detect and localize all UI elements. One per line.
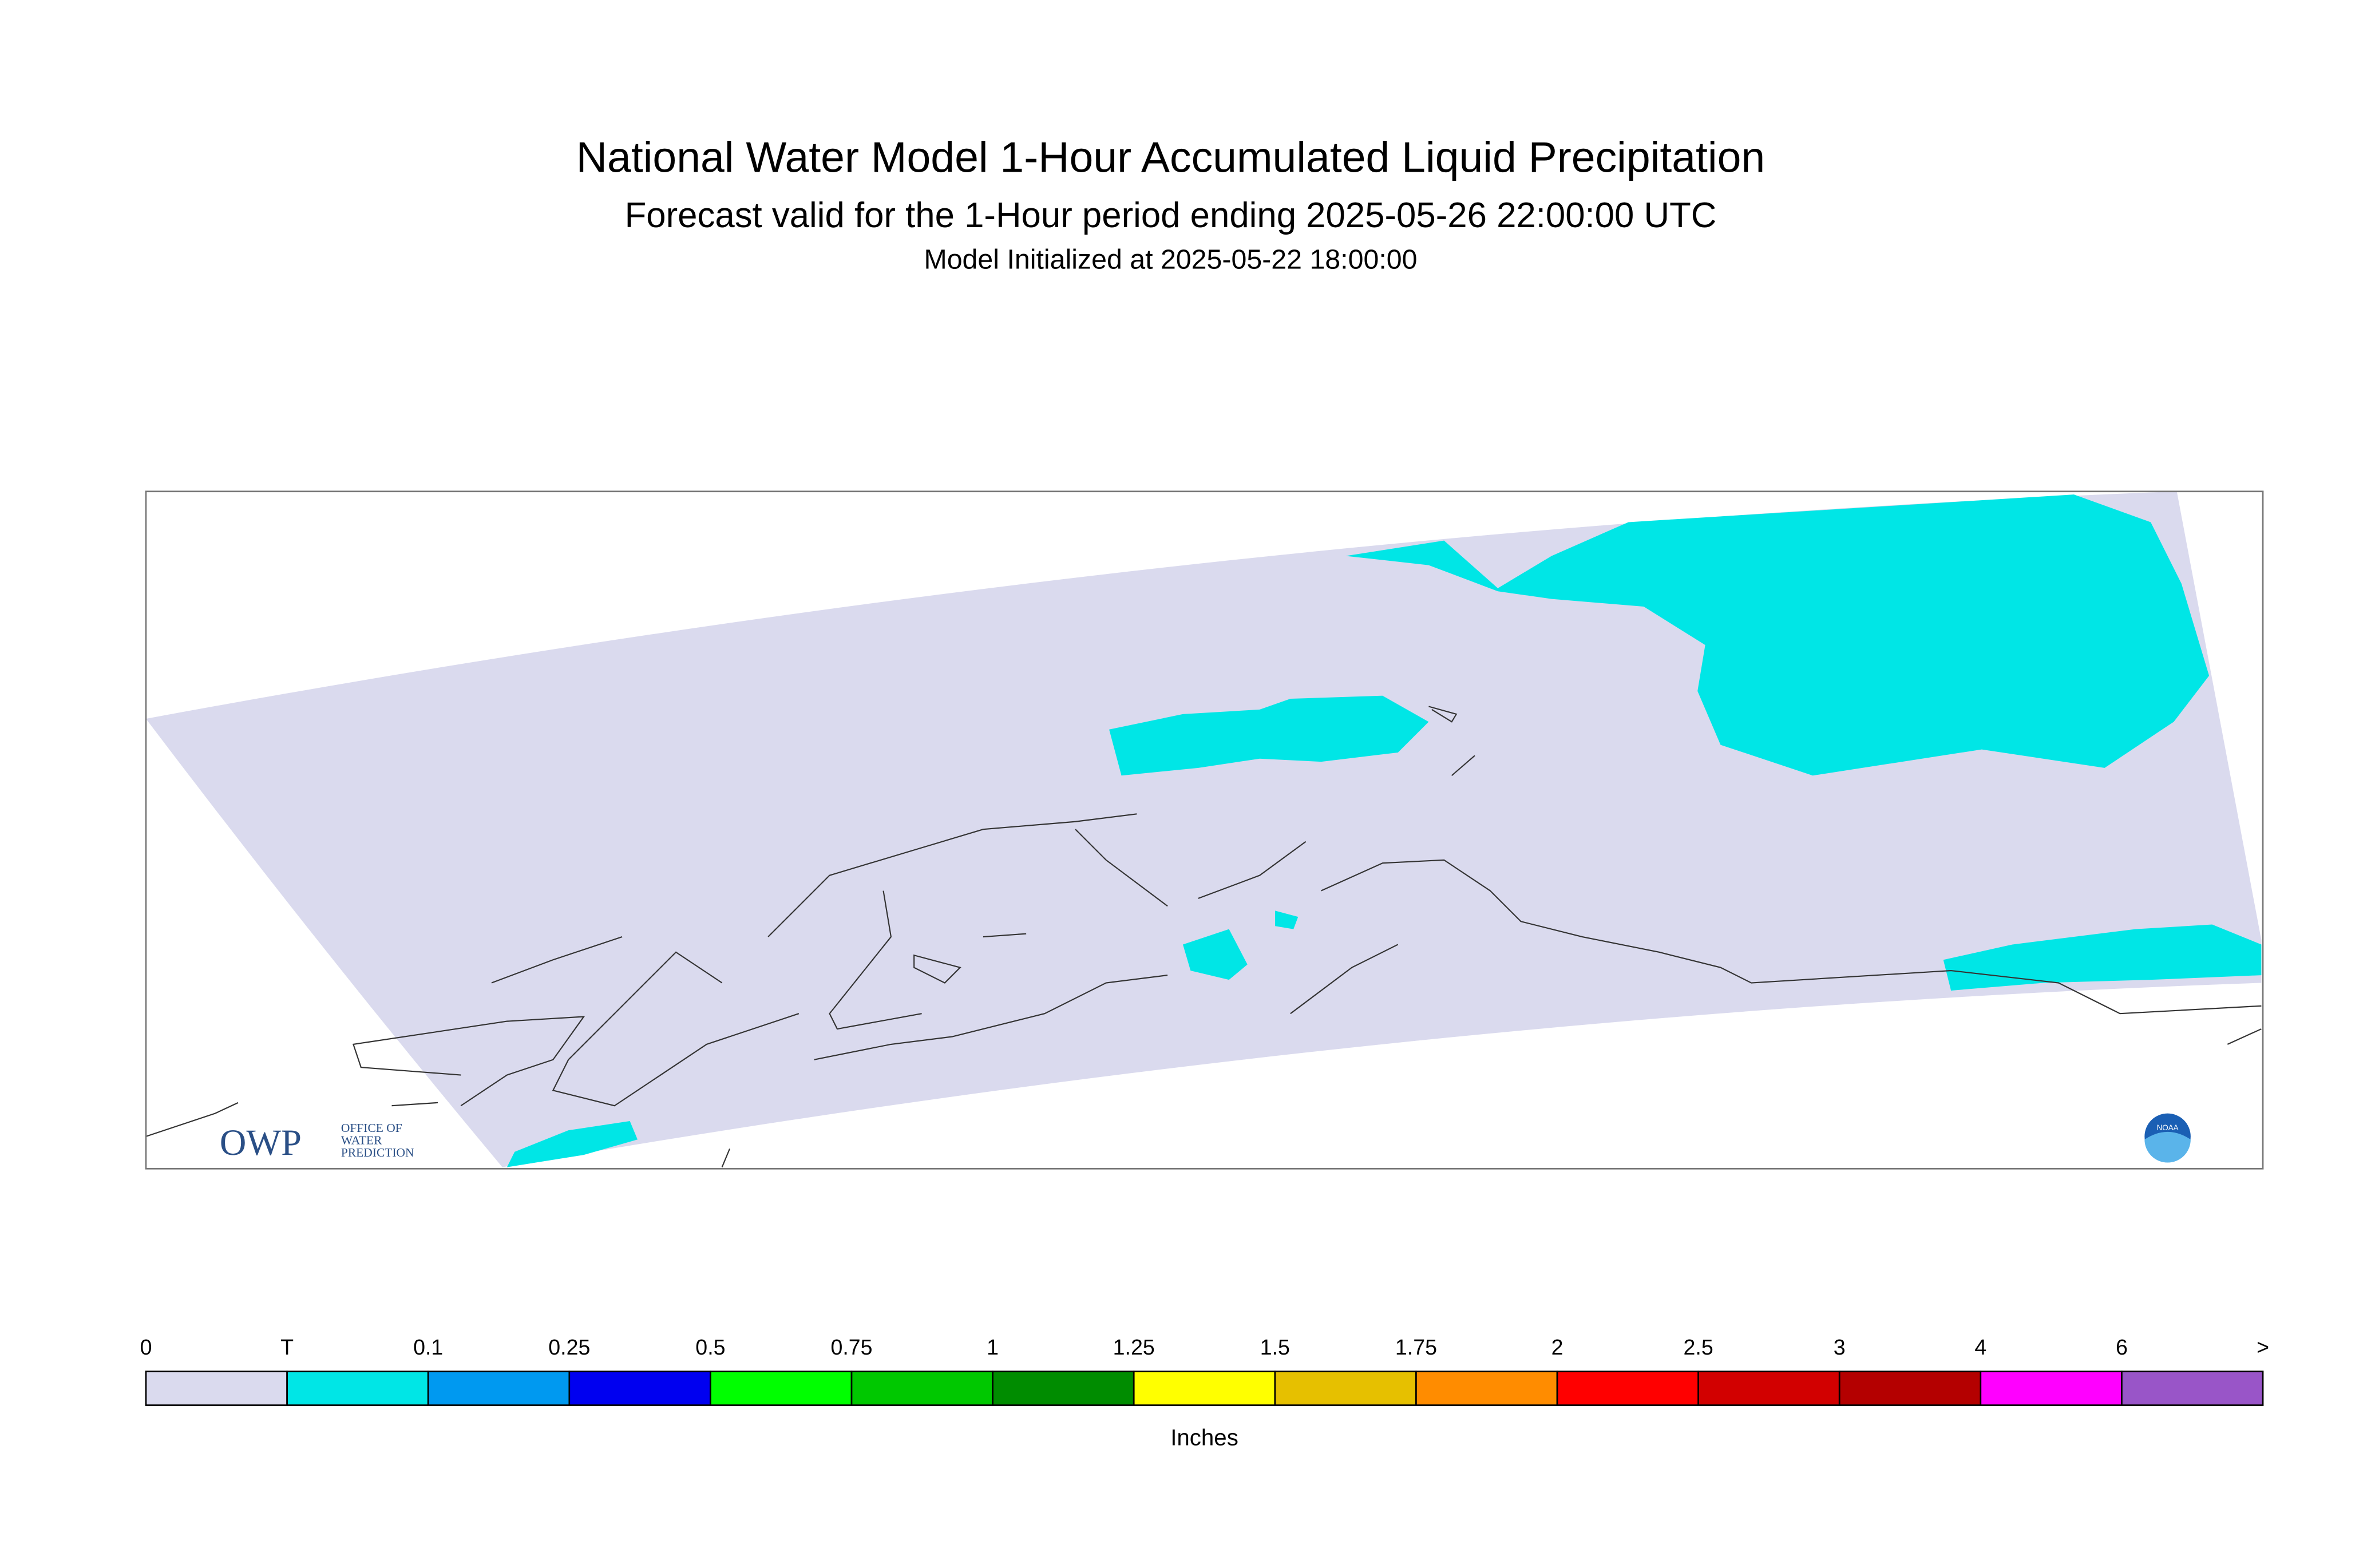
- colorbar-label: 0.75: [830, 1335, 872, 1359]
- colorbar-label: 1.5: [1260, 1335, 1290, 1359]
- colorbar-label: 6: [2116, 1335, 2128, 1359]
- owp-logo-line: OFFICE OF: [341, 1121, 402, 1135]
- colorbar-label: 0.1: [413, 1335, 443, 1359]
- colorbar-swatch: [1556, 1371, 1699, 1406]
- noaa-text: NOAA: [2157, 1123, 2179, 1132]
- owp-logo: OWP OFFICE OF WATER PREDICTION: [220, 1121, 414, 1163]
- title: National Water Model 1-Hour Accumulated …: [576, 133, 1765, 181]
- owp-logo-line: WATER: [341, 1133, 382, 1147]
- colorbar-swatch: [286, 1371, 429, 1406]
- colorbar-swatch: [850, 1371, 993, 1406]
- colorbar-label: 1.25: [1113, 1335, 1155, 1359]
- colorbar-label: T: [280, 1335, 294, 1359]
- noaa-logo: NOAA: [2144, 1113, 2191, 1163]
- colorbar-swatch: [1980, 1371, 2123, 1406]
- colorbar-swatch: [568, 1371, 711, 1406]
- colorbar-unit: Inches: [1170, 1424, 1238, 1450]
- subtitle: Forecast valid for the 1-Hour period end…: [625, 196, 1717, 235]
- colorbar-label: >: [2257, 1335, 2269, 1359]
- noaa-wave: [2144, 1131, 2191, 1163]
- colorbar-label: 2.5: [1684, 1335, 1713, 1359]
- coastlines: [146, 706, 2262, 1167]
- init-time: Model Initialized at 2025-05-22 18:00:00: [924, 244, 1417, 275]
- colorbar-swatch: [1697, 1371, 1840, 1406]
- colorbar-swatch: [427, 1371, 571, 1406]
- colorbar-label: 0.5: [695, 1335, 725, 1359]
- colorbar-label: 0.25: [548, 1335, 590, 1359]
- colorbar-swatch: [2121, 1371, 2264, 1406]
- colorbar-label: 2: [1551, 1335, 1563, 1359]
- colorbar-swatch: [1838, 1371, 1982, 1406]
- colorbar-swatch: [1133, 1371, 1276, 1406]
- map: OWP OFFICE OF WATER PREDICTION NOAA: [145, 490, 2264, 1170]
- colorbar-swatch: [710, 1371, 853, 1406]
- colorbar-label: 4: [1974, 1335, 1986, 1359]
- colorbar: 0 T 0.1 0.25 0.5 0.75 1 1.25 1.5 1.75 2 2.5 3 4 6 >: [140, 1335, 2269, 1406]
- map-frame: [145, 490, 2264, 1170]
- owp-logo-text: OWP: [220, 1122, 302, 1163]
- colorbar-swatch: [145, 1371, 288, 1406]
- colorbar-swatch: [1415, 1371, 1558, 1406]
- colorbar-swatch: [1274, 1371, 1417, 1406]
- colorbar-label: 0: [140, 1335, 152, 1359]
- colorbar-label: 1.75: [1395, 1335, 1437, 1359]
- owp-logo-line: PREDICTION: [341, 1146, 414, 1159]
- precip-areas: [506, 494, 2262, 1167]
- colorbar-label: 1: [987, 1335, 999, 1359]
- colorbar-label: 3: [1834, 1335, 1846, 1359]
- colorbar-swatch: [992, 1371, 1135, 1406]
